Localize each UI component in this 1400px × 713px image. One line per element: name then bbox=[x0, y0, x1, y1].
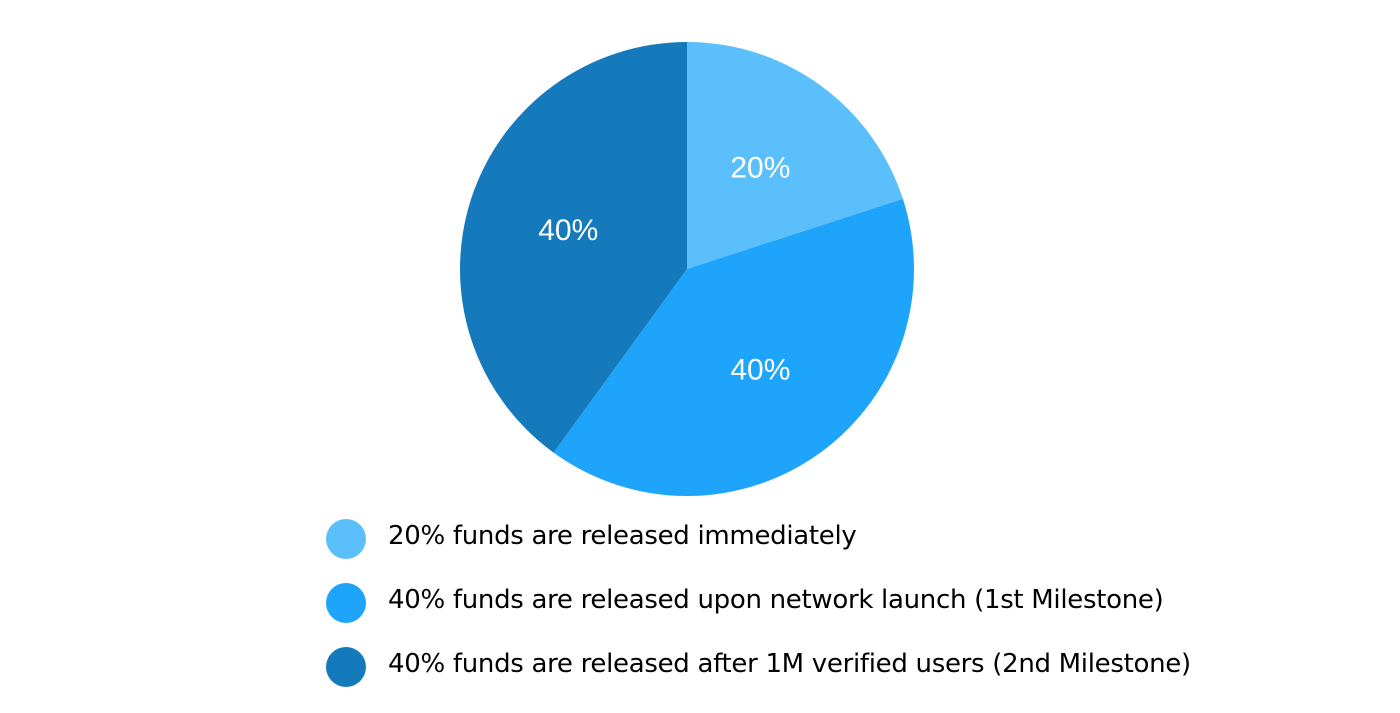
pie-slice bbox=[460, 42, 687, 453]
pie-slice bbox=[687, 42, 903, 269]
slice-label: 40% bbox=[730, 354, 790, 387]
legend-item: 40% funds are released after 1M verified… bbox=[326, 645, 1326, 687]
legend-label: 40% funds are released after 1M verified… bbox=[388, 649, 1191, 679]
legend-swatch bbox=[326, 519, 366, 559]
legend-swatch bbox=[326, 583, 366, 623]
slice-label: 40% bbox=[538, 214, 598, 247]
slice-label: 20% bbox=[730, 151, 790, 184]
legend-swatch bbox=[326, 647, 366, 687]
legend-item: 40% funds are released upon network laun… bbox=[326, 581, 1326, 623]
legend-label: 40% funds are released upon network laun… bbox=[388, 585, 1164, 615]
pie-slice bbox=[553, 198, 914, 496]
legend: 20% funds are released immediately 40% f… bbox=[326, 517, 1326, 709]
legend-item: 20% funds are released immediately bbox=[326, 517, 1326, 559]
legend-label: 20% funds are released immediately bbox=[388, 521, 857, 551]
